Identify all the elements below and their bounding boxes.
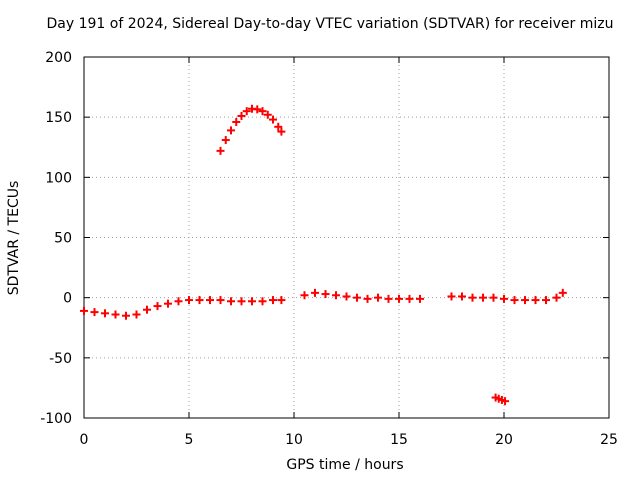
- data-point: [468, 293, 477, 302]
- series-outlier: [491, 393, 510, 406]
- data-point: [174, 297, 183, 306]
- data-point: [90, 308, 99, 317]
- data-point: [269, 115, 277, 124]
- data-point: [558, 288, 567, 297]
- data-point: [227, 297, 235, 306]
- plot-frame: [83, 56, 610, 419]
- data-point: [521, 296, 529, 305]
- y-tick-label: -50: [49, 351, 72, 367]
- data-point: [363, 294, 372, 303]
- data-point: [164, 299, 172, 308]
- series-mid-band: [300, 288, 424, 303]
- y-tick-label: 50: [54, 231, 72, 247]
- data-point: [122, 311, 130, 320]
- data-point: [216, 296, 225, 305]
- chart-title: Day 191 of 2024, Sidereal Day-to-day VTE…: [46, 16, 614, 32]
- data-point: [216, 146, 225, 155]
- y-tick-label: 100: [45, 170, 72, 186]
- data-point: [277, 296, 286, 305]
- grid-lines: [84, 57, 609, 418]
- data-point: [300, 291, 309, 300]
- data-point: [206, 296, 214, 305]
- data-point: [232, 117, 241, 126]
- data-point: [510, 296, 519, 305]
- data-point: [277, 127, 286, 136]
- x-tick-label: 5: [185, 432, 194, 448]
- data-point: [501, 397, 510, 406]
- data-point: [248, 297, 256, 306]
- data-point: [132, 310, 141, 319]
- y-tick-label: 0: [63, 291, 72, 307]
- data-point: [311, 288, 319, 297]
- data-point: [395, 294, 403, 303]
- data-point: [332, 291, 340, 300]
- data-point: [447, 292, 456, 301]
- data-point: [111, 310, 120, 319]
- data-point: [489, 293, 498, 302]
- x-tick-label: 25: [600, 432, 618, 448]
- data-point: [221, 136, 230, 145]
- y-tick-label: -100: [40, 411, 72, 427]
- y-tick-label: 150: [45, 110, 72, 126]
- data-point: [531, 296, 540, 305]
- data-point: [153, 302, 162, 311]
- data-point: [101, 309, 109, 318]
- series-early-low-band: [80, 296, 286, 320]
- data-point: [342, 292, 351, 301]
- data-point: [237, 297, 246, 306]
- data-point: [500, 294, 508, 303]
- data-point: [374, 293, 382, 302]
- data-point: [195, 296, 204, 305]
- data-point: [253, 105, 262, 114]
- data-point: [227, 126, 235, 135]
- data-point: [479, 293, 487, 302]
- data-point: [242, 107, 251, 116]
- x-tick-label: 10: [285, 432, 303, 448]
- x-axis-label: GPS time / hours: [286, 457, 404, 473]
- data-point: [258, 297, 267, 306]
- series-late-band: [447, 288, 567, 305]
- data-point: [258, 107, 267, 116]
- data-point: [263, 110, 272, 119]
- axis-ticks: 0 5 10 15 20 25 -100 -50 0 50 100 150 200: [40, 50, 618, 448]
- data-point: [80, 306, 88, 315]
- data-point: [274, 122, 283, 131]
- data-point: [321, 290, 330, 299]
- data-point: [384, 294, 393, 303]
- x-tick-label: 20: [495, 432, 513, 448]
- data-point: [458, 292, 466, 301]
- data-point: [353, 293, 361, 302]
- data-point: [237, 111, 246, 120]
- data-point: [143, 305, 151, 314]
- data-point: [269, 296, 277, 305]
- data-point: [552, 293, 561, 302]
- y-tick-label: 200: [45, 50, 72, 66]
- data-point: [416, 294, 424, 303]
- data-point: [542, 296, 550, 305]
- series-arc: [216, 104, 286, 155]
- x-tick-label: 15: [390, 432, 408, 448]
- data-points: [80, 104, 567, 406]
- data-point: [185, 296, 193, 305]
- x-tick-label: 0: [80, 432, 89, 448]
- data-point: [405, 294, 414, 303]
